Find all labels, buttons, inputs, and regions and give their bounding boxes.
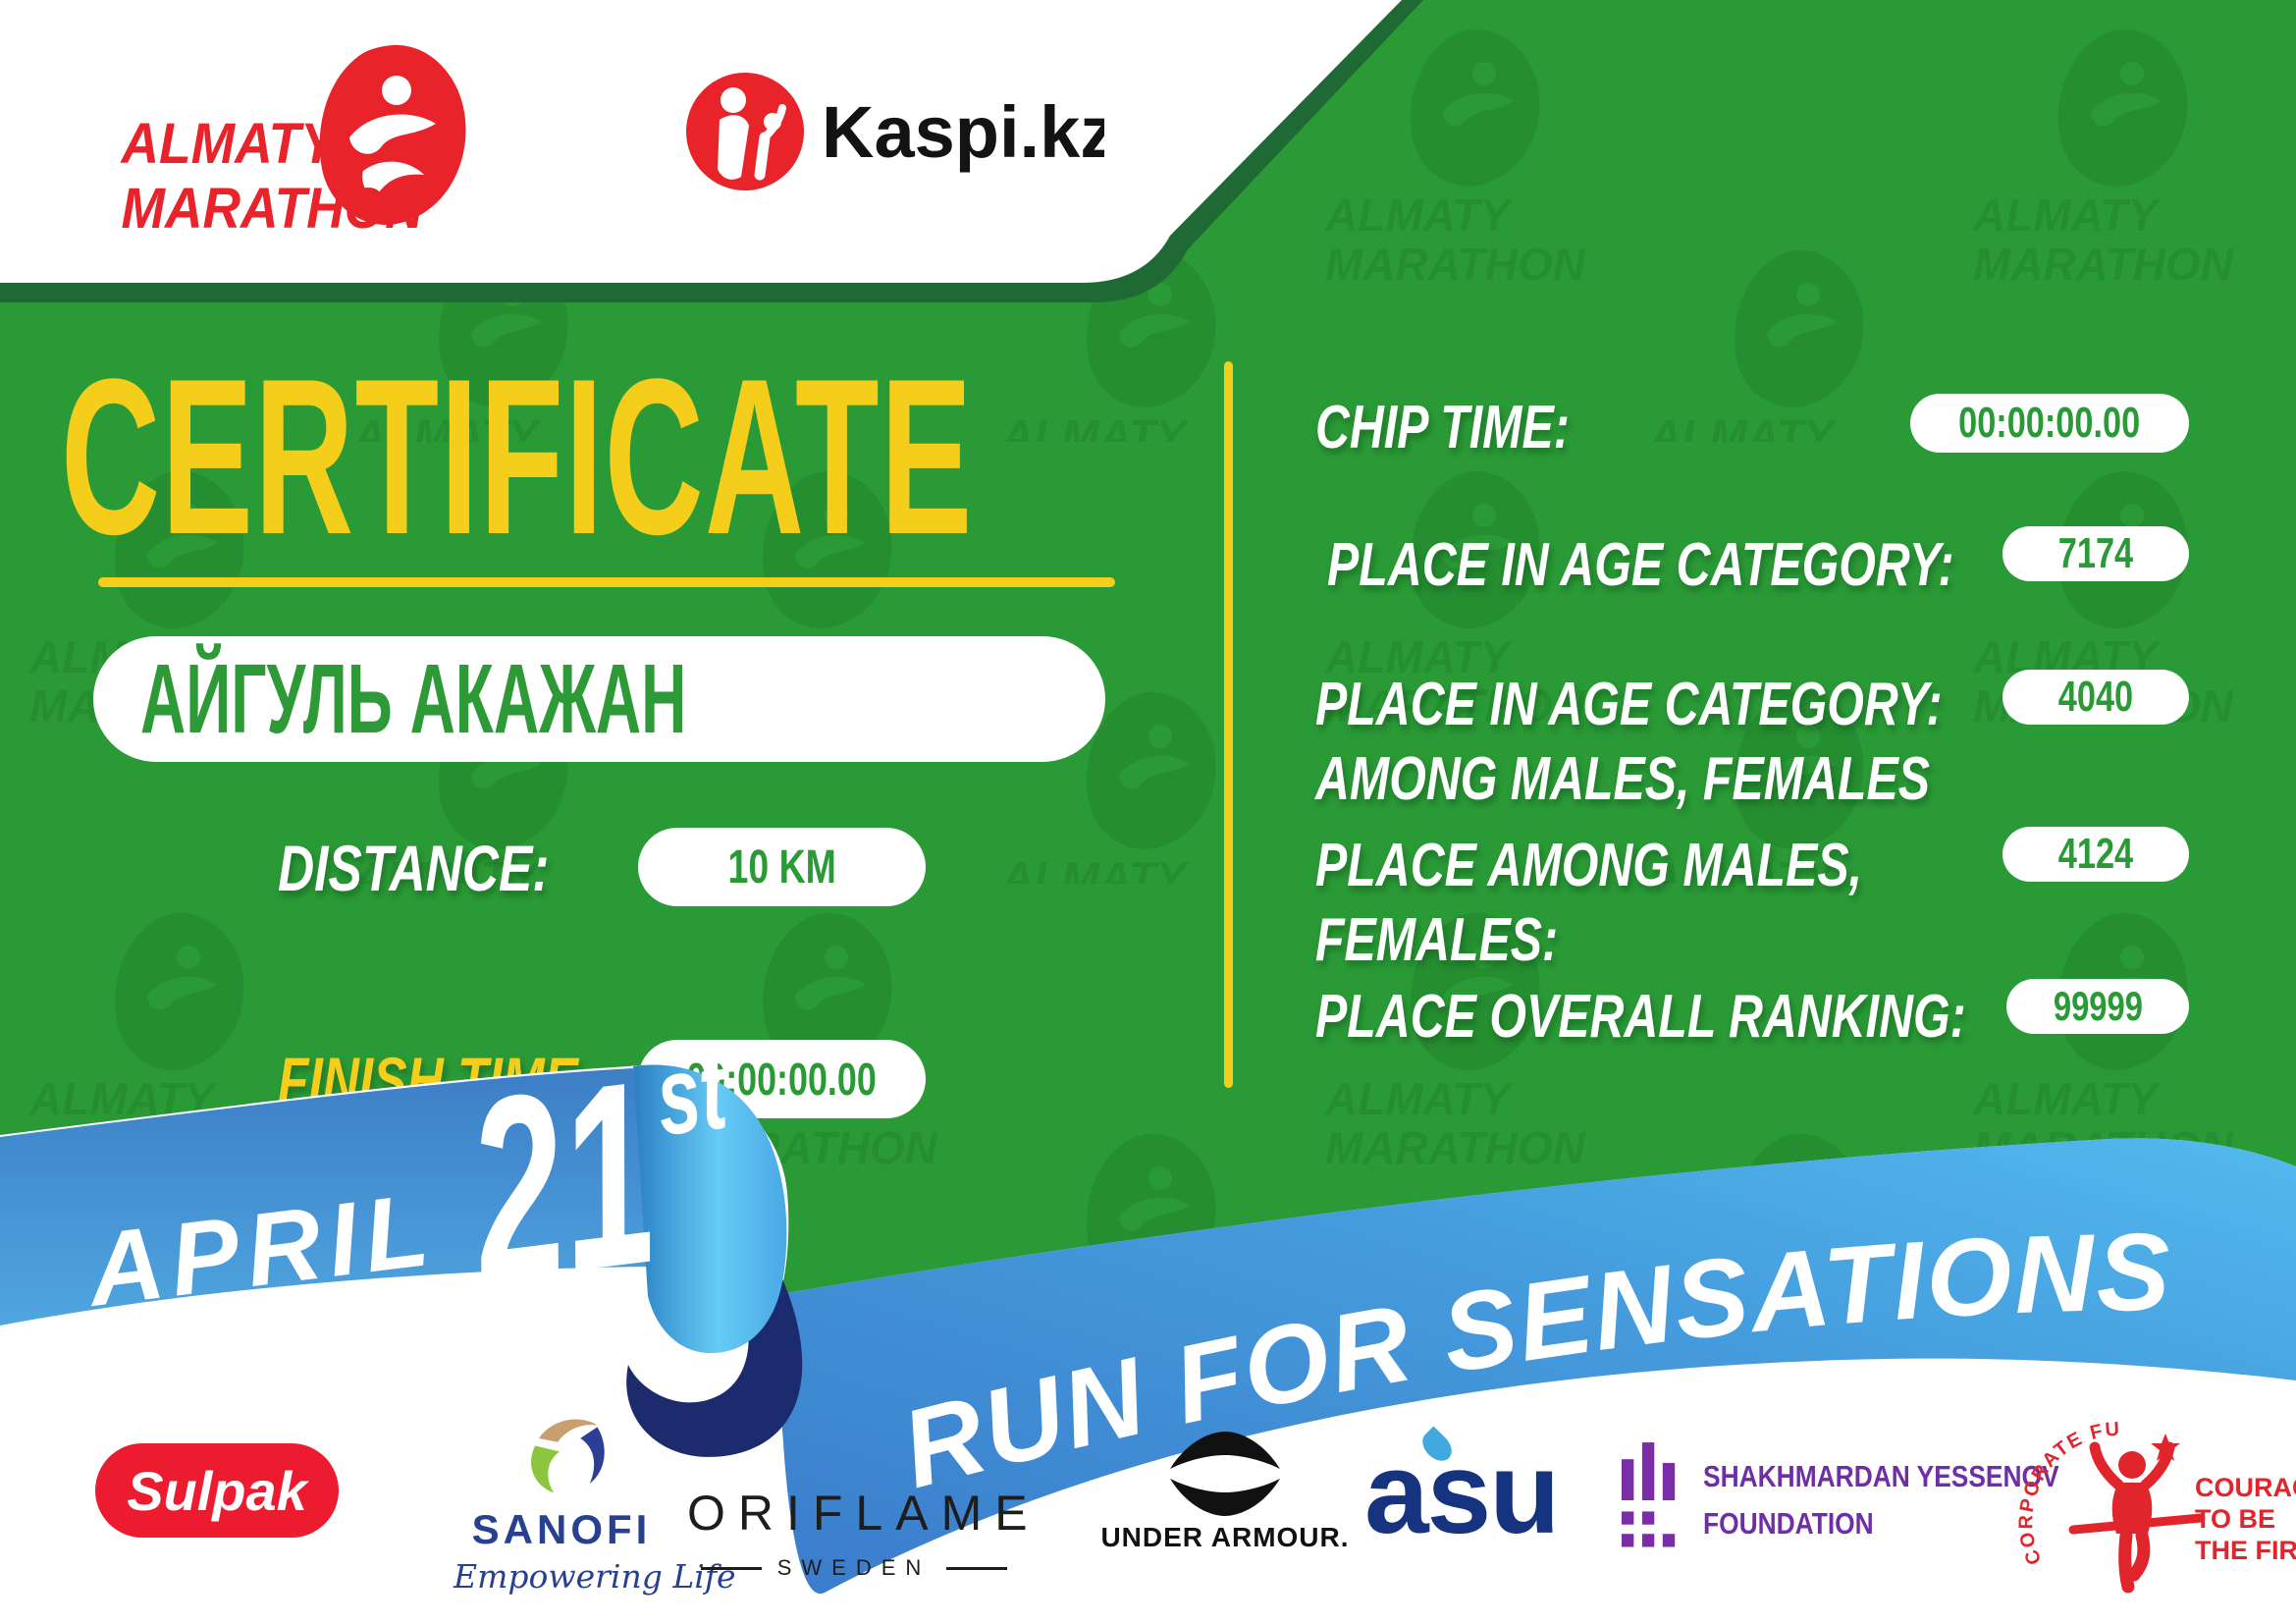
- age-category-gender-value-field: 4040: [2002, 670, 2189, 725]
- finish-time-value: 00:00:00.00: [686, 1054, 878, 1105]
- oriflame-logo-text: ORIFLAME: [687, 1486, 1041, 1541]
- under-armour-text: UNDER ARMOUR.: [1100, 1522, 1350, 1552]
- kaspi-logo: Kaspi.kz: [686, 73, 1104, 190]
- age-category-value-field: 7174: [2002, 526, 2189, 581]
- yessenov-line1: SHAKHMARDAN YESSENOV: [1703, 1458, 2059, 1493]
- place-among-gender-value: 4124: [2057, 830, 2134, 878]
- kaspi-icon: [686, 73, 804, 190]
- certificate-title: CERTIFICATE: [61, 346, 1532, 568]
- chip-time-value-field: 00:00:00.00: [1910, 394, 2189, 453]
- courage-runner-icon: [2068, 1434, 2206, 1594]
- almaty-marathon-logo: ALMATY MARATHON: [120, 44, 466, 241]
- yessenov-foundation-icon: [1622, 1442, 1676, 1547]
- finish-time-label: FINISH TIME:: [278, 1044, 596, 1116]
- place-among-gender-label: PLACE AMONG MALES, FEMALES:: [1315, 832, 1863, 974]
- distance-label: DISTANCE:: [278, 832, 550, 904]
- age-category-value: 7174: [2057, 529, 2134, 577]
- chip-time-value: 00:00:00.00: [1958, 399, 2141, 447]
- age-category-gender-value: 4040: [2057, 673, 2134, 721]
- distance-value: 10 KM: [727, 840, 836, 893]
- oriflame-sub-text: SWEDEN: [776, 1555, 932, 1580]
- age-category-label: PLACE IN AGE CATEGORY:: [1327, 531, 1954, 599]
- distance-value-field: 10 KM: [638, 828, 926, 906]
- place-among-gender-value-field: 4124: [2002, 827, 2189, 882]
- sanofi-logo-text: SANOFI: [471, 1506, 652, 1552]
- courage-fund-logo: CORPORATE FUND COURAGE TO BE THE FIRST!: [2002, 1414, 2296, 1594]
- sanofi-icon: [531, 1419, 605, 1493]
- yessenov-foundation-logo: SHAKHMARDAN YESSENOV FOUNDATION: [1622, 1435, 2296, 1565]
- oriflame-left-rule: [700, 1566, 762, 1570]
- under-armour-logo: UNDER ARMOUR.: [1097, 1432, 1353, 1553]
- sulpak-logo-text: Sulpak: [127, 1460, 309, 1522]
- kaspi-logo-text: Kaspi.kz: [822, 91, 1104, 173]
- sanofi-tagline: Empowering Life: [454, 1557, 736, 1596]
- asu-logo: asu: [1364, 1426, 1560, 1558]
- asu-logo-text: asu: [1364, 1429, 1560, 1558]
- yessenov-line2: FOUNDATION: [1703, 1506, 1874, 1541]
- almaty-teardrop-icon: [319, 44, 466, 225]
- courage-line2: TO BE: [2195, 1504, 2275, 1534]
- oriflame-logo: ORIFLAME SWEDEN: [687, 1485, 1041, 1581]
- title-underline: [98, 577, 1115, 587]
- participant-name-field: АЙГУЛЬ АКАЖАН: [93, 636, 1105, 762]
- courage-line3: THE FIRST!: [2195, 1536, 2296, 1565]
- age-category-gender-label: PLACE IN AGE CATEGORY: AMONG MALES, FEMA…: [1315, 671, 1943, 813]
- sanofi-logo: SANOFI Empowering Life: [454, 1412, 736, 1596]
- courage-line1: COURAGE: [2195, 1473, 2296, 1502]
- participant-name: АЙГУЛЬ АКАЖАН: [140, 643, 687, 754]
- overall-ranking-value: 99999: [2053, 983, 2143, 1029]
- chip-time-label: CHIP TIME:: [1315, 394, 1570, 461]
- courage-arc-text: CORPORATE FUND: [2002, 1414, 2122, 1568]
- overall-ranking-label: PLACE OVERALL RANKING:: [1315, 983, 1966, 1051]
- under-armour-icon: [1170, 1432, 1280, 1516]
- sulpak-logo: Sulpak: [95, 1443, 339, 1538]
- certificate-title-text: CERTIFICATE: [61, 332, 974, 580]
- finish-time-value-field: 00:00:00.00: [638, 1040, 926, 1118]
- results-divider-line: [1224, 361, 1233, 1088]
- almaty-logo-line1: ALMATY: [120, 112, 341, 176]
- overall-ranking-value-field: 99999: [2006, 979, 2189, 1034]
- oriflame-right-rule: [946, 1566, 1008, 1570]
- almaty-logo-line2: MARATHON: [122, 177, 425, 241]
